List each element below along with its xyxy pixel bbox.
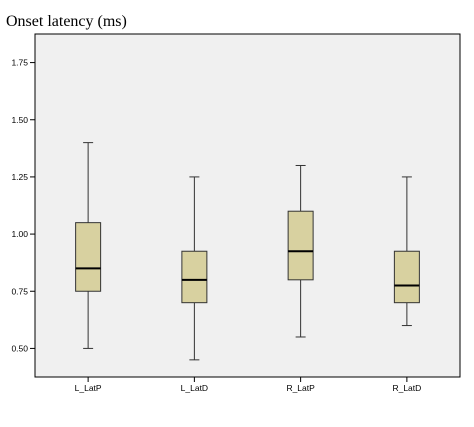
y-tick-label: 1.50 <box>11 115 28 125</box>
iqr-box <box>287 210 314 281</box>
x-tick-label: L_LatD <box>181 383 208 393</box>
iqr-box <box>181 250 208 304</box>
iqr-box <box>75 222 102 292</box>
x-tick-label: R_LatD <box>392 383 421 393</box>
y-tick-label: 1.00 <box>11 229 28 239</box>
x-tick-label: L_LatP <box>75 383 102 393</box>
y-axis: 0.50 0.75 1.00 1.25 1.50 1.75 <box>11 58 35 353</box>
box-series <box>75 142 420 361</box>
iqr-box <box>393 250 420 304</box>
y-tick-label: 0.75 <box>11 286 28 296</box>
y-tick-label: 1.75 <box>11 58 28 68</box>
x-tick-label: R_LatP <box>286 383 315 393</box>
y-tick-label: 0.50 <box>11 343 28 353</box>
box-l-latd <box>181 176 208 361</box>
box-r-latd <box>393 176 420 327</box>
box-l-latp <box>75 142 102 349</box>
y-axis-title: Onset latency (ms) <box>6 13 127 30</box>
y-tick-label: 1.25 <box>11 172 28 182</box>
plot-area <box>34 33 461 378</box>
x-axis: L_LatP L_LatD R_LatP R_LatD <box>75 377 421 393</box>
box-r-latp <box>287 164 314 338</box>
